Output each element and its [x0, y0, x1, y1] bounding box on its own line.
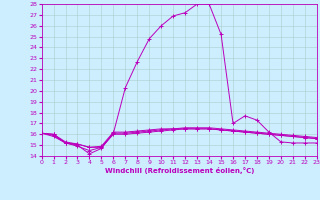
- X-axis label: Windchill (Refroidissement éolien,°C): Windchill (Refroidissement éolien,°C): [105, 167, 254, 174]
